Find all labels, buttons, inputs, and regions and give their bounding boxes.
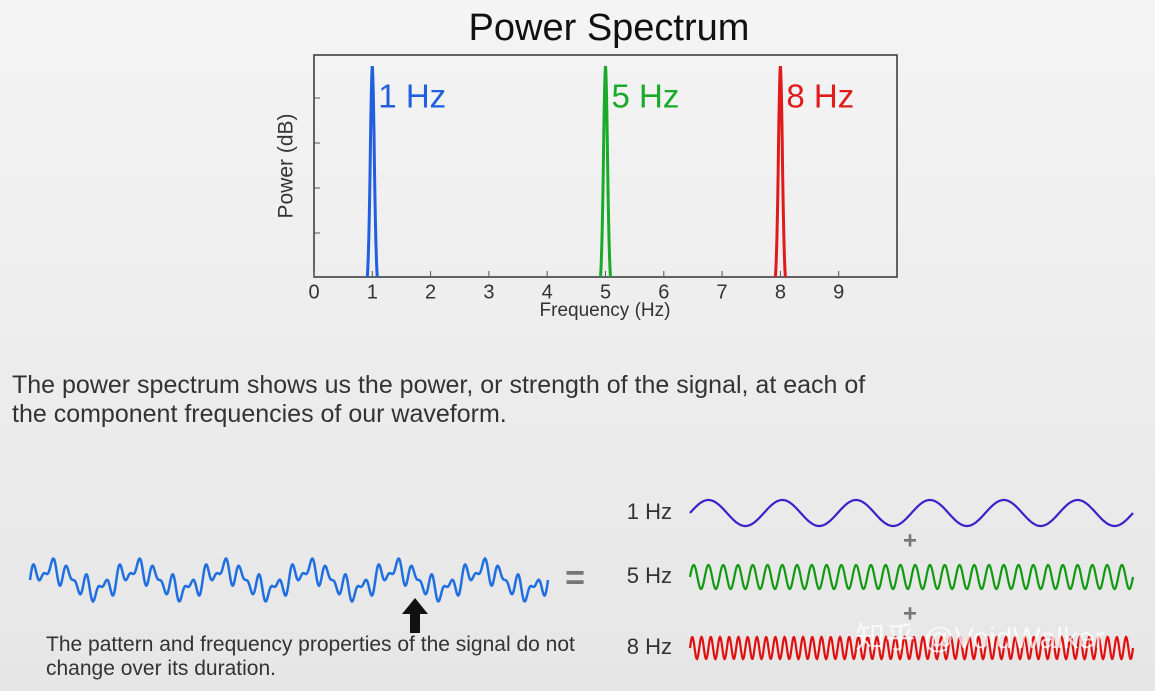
component-label: 1 Hz (627, 499, 672, 524)
component-wave (688, 635, 1135, 661)
x-tick-label: 4 (542, 281, 553, 303)
description: The power spectrum shows us the power, o… (12, 371, 872, 428)
peak-label: 8 Hz (786, 78, 854, 115)
y-minor-ticks (314, 97, 320, 234)
x-tick-label: 9 (833, 281, 844, 303)
x-tick-label: 7 (717, 281, 728, 303)
equals-sign: = (565, 559, 585, 597)
composite-wave (28, 556, 550, 604)
x-tick-label: 8 (775, 281, 786, 303)
peak-label: 5 Hz (612, 78, 680, 115)
x-tick-label: 0 (308, 281, 319, 303)
y-axis-label: Power (dB) (275, 113, 298, 218)
x-tick-label: 5 (600, 281, 611, 303)
component-wave (689, 498, 1134, 528)
description-line: The power spectrum shows us the power, o… (12, 371, 865, 399)
waveforms (28, 498, 1135, 661)
plus-sign: + (903, 600, 917, 627)
component-wave (688, 563, 1135, 591)
caption-line: The pattern and frequency properties of … (46, 633, 575, 656)
x-tick-label: 6 (658, 281, 669, 303)
watermark: 知乎 @VoidWalker (855, 622, 1104, 655)
x-tick-label: 2 (425, 281, 436, 303)
component-label: 5 Hz (627, 563, 672, 588)
spectral-peak (365, 65, 379, 278)
caption: The pattern and frequency properties of … (46, 633, 581, 680)
chart-title: Power Spectrum (469, 7, 750, 49)
x-axis-label: Frequency (Hz) (540, 300, 671, 321)
plus-sign: + (903, 527, 917, 554)
caption-line: change over its duration. (46, 657, 276, 680)
component-label: 8 Hz (627, 634, 672, 659)
spectral-peak (773, 65, 787, 278)
x-tick-label: 1 (367, 281, 378, 303)
peak-label: 1 Hz (378, 78, 446, 115)
description-line: the component frequencies of our wavefor… (12, 400, 507, 428)
spectral-peak (599, 65, 612, 278)
x-tick-label: 3 (483, 281, 494, 303)
arrow (402, 598, 428, 633)
